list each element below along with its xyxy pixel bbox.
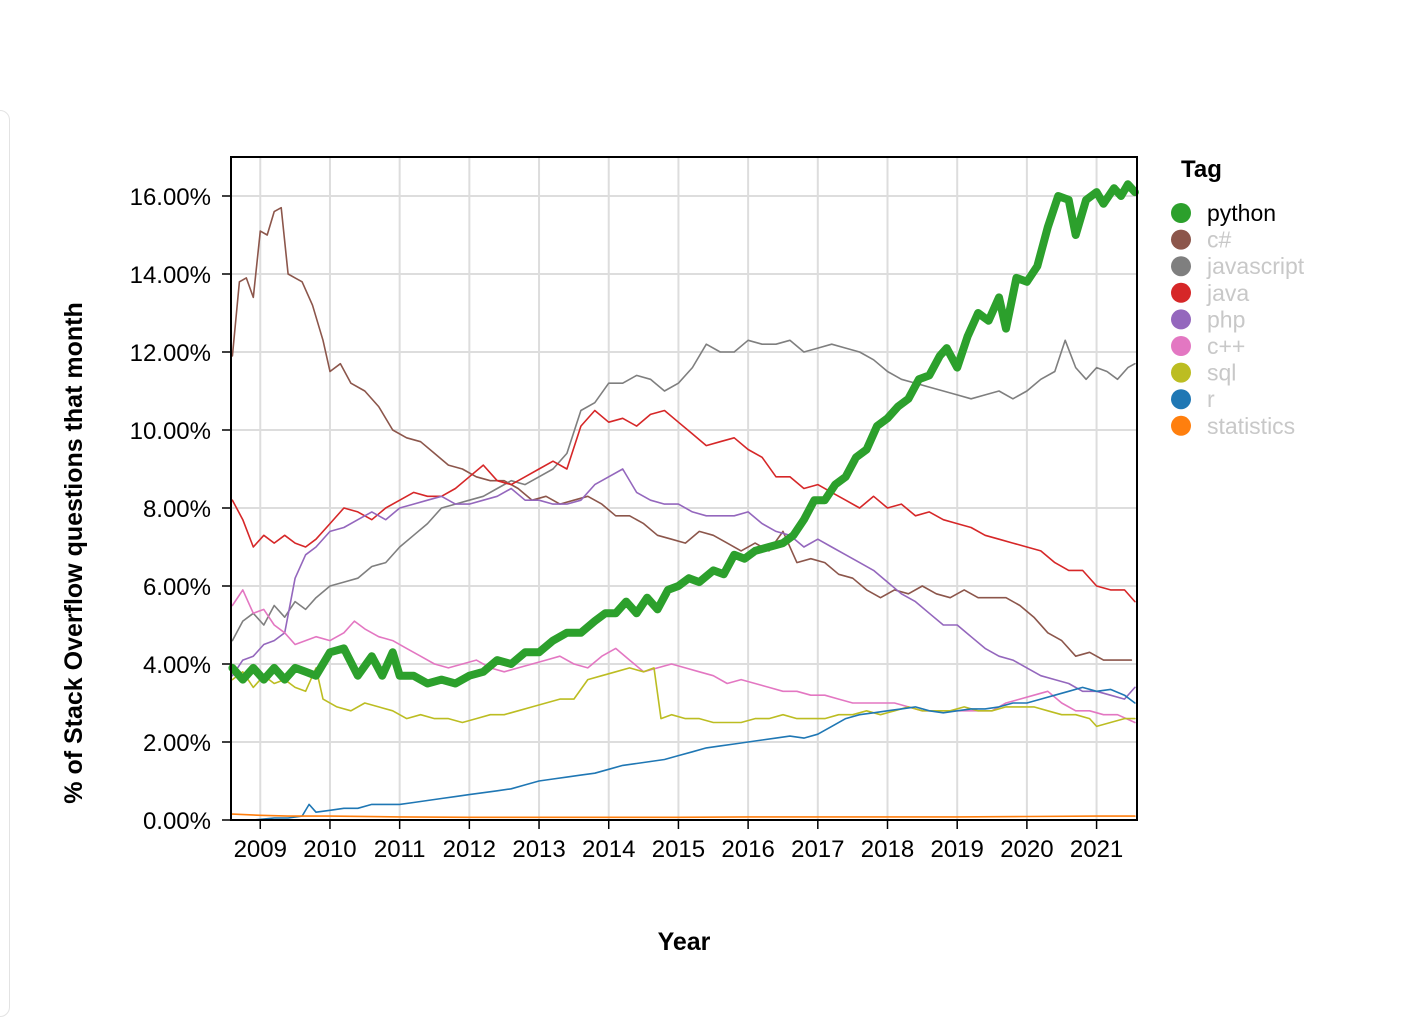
legend-symbol-statistics[interactable]	[1171, 415, 1191, 436]
y-tick-label: 8.00%	[143, 496, 211, 523]
legend-symbol-c-[interactable]	[1171, 336, 1191, 356]
x-axis-title: Year	[658, 928, 711, 956]
x-tick-label: 2021	[1070, 836, 1123, 863]
legend-symbol-java[interactable]	[1171, 282, 1191, 303]
x-tick-label: 2017	[791, 836, 844, 863]
y-tick-label: 0.00%	[143, 808, 211, 835]
y-tick-label: 10.00%	[130, 418, 211, 445]
x-tick-label: 2014	[582, 836, 635, 863]
legend-label-java[interactable]: java	[1206, 280, 1249, 306]
legend-label-statistics[interactable]: statistics	[1207, 413, 1295, 439]
y-axis-title: % of Stack Overflow questions that month	[60, 302, 88, 803]
legend-label-r[interactable]: r	[1207, 386, 1215, 412]
legend-label-c-[interactable]: c#	[1207, 227, 1232, 253]
series-line-javascript	[231, 339, 1136, 642]
x-tick-label: 2013	[512, 836, 565, 863]
plot-frame	[230, 156, 1138, 821]
series-line-sql	[231, 667, 1136, 728]
x-tick-label: 2011	[374, 836, 426, 863]
series-line-c-	[231, 206, 1133, 661]
series-line-statistics	[231, 813, 1136, 819]
legend-symbol-r[interactable]	[1171, 389, 1191, 410]
series-line-python	[228, 180, 1139, 688]
legend[interactable]: Tag pythonc#javascriptjavaphpc++sqlrstat…	[1171, 156, 1305, 439]
legend-symbol-c-[interactable]	[1171, 229, 1191, 250]
series-line-php	[231, 468, 1136, 700]
y-tick-label: 12.00%	[130, 340, 211, 367]
y-tick-label: 14.00%	[130, 262, 211, 289]
legend-symbol-php[interactable]	[1171, 309, 1191, 330]
y-tick-label: 6.00%	[143, 574, 211, 601]
x-tick-label: 2018	[861, 836, 914, 863]
series-lines	[228, 180, 1139, 821]
legend-label-php[interactable]: php	[1207, 306, 1245, 332]
x-tick-label: 2015	[652, 836, 705, 863]
legend-label-javascript[interactable]: javascript	[1206, 253, 1305, 279]
plot-area	[231, 157, 1137, 820]
legend-label-python[interactable]: python	[1207, 200, 1276, 226]
gridlines	[231, 157, 1137, 821]
x-tick-label: 2010	[303, 836, 356, 863]
axes: 2009 2010 2011 2012 2013 2014 2015 2016 2017 2018…	[130, 156, 1138, 863]
x-tick-label: 2016	[721, 836, 774, 863]
legend-label-c-[interactable]: c++	[1207, 333, 1245, 359]
legend-symbol-python[interactable]	[1171, 203, 1191, 223]
x-tick-label: 2009	[234, 836, 287, 863]
legend-label-sql[interactable]: sql	[1207, 360, 1236, 386]
series-line-r	[231, 686, 1136, 821]
x-tick-label: 2019	[930, 836, 983, 863]
y-tick-label: 4.00%	[143, 652, 211, 679]
legend-symbol-javascript[interactable]	[1171, 256, 1191, 277]
x-tick-label: 2012	[443, 836, 496, 863]
x-tick-label: 2020	[1000, 836, 1053, 863]
legend-title: Tag	[1181, 156, 1222, 183]
y-tick-label: 2.00%	[143, 730, 211, 757]
y-tick-label: 16.00%	[130, 184, 211, 211]
legend-symbol-sql[interactable]	[1171, 362, 1191, 383]
series-line-java	[231, 409, 1136, 603]
